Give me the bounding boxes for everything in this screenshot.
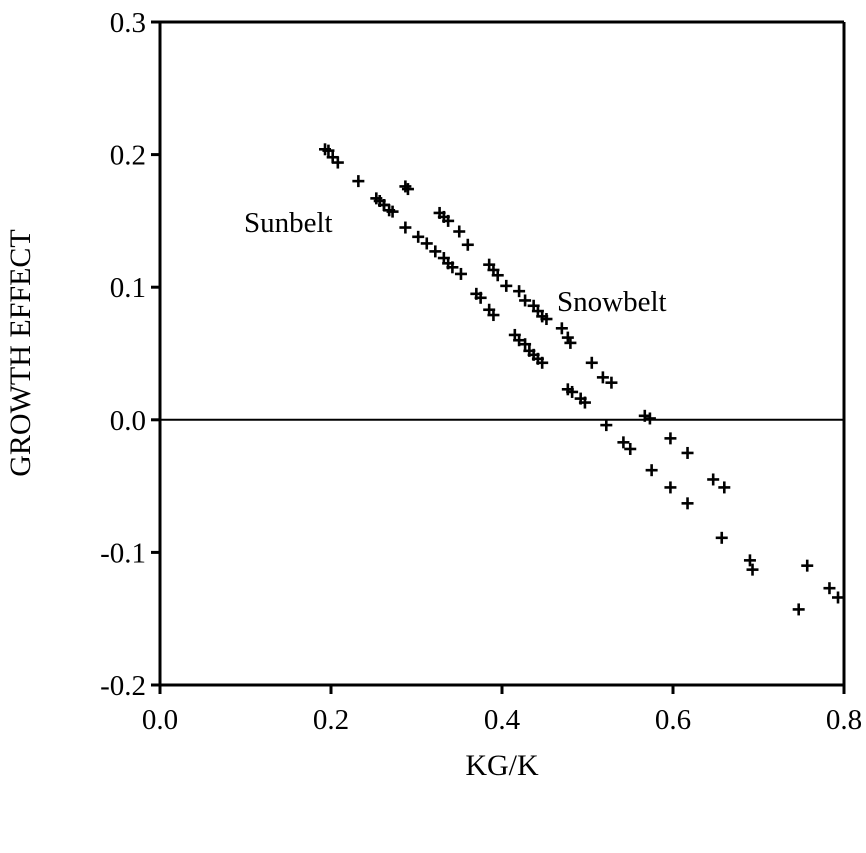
- data-point: [561, 331, 574, 344]
- data-point: [664, 432, 677, 445]
- x-axis-ticks: 0.0 0.2 0.4 0.6 0.8: [142, 685, 862, 736]
- data-point: [600, 419, 613, 432]
- data-point: [500, 279, 513, 292]
- data-point: [352, 175, 365, 188]
- data-point: [461, 238, 474, 251]
- data-point: [832, 591, 845, 604]
- data-point: [491, 269, 504, 282]
- snowbelt-label: Snowbelt: [557, 286, 667, 318]
- data-point: [412, 230, 425, 243]
- x-tick-label: 0.2: [313, 704, 349, 736]
- y-tick-label: 0.3: [110, 7, 146, 39]
- data-point: [743, 554, 756, 567]
- sunbelt-label: Sunbelt: [244, 207, 333, 239]
- data-point: [664, 481, 677, 494]
- data-point: [378, 198, 391, 211]
- data-point: [487, 309, 500, 322]
- y-axis-ticks: -0.2 -0.1 0.0 0.1 0.2 0.3: [100, 7, 160, 702]
- data-point: [540, 313, 553, 326]
- data-point: [715, 531, 728, 544]
- data-point: [519, 294, 532, 307]
- data-point: [453, 225, 466, 238]
- x-tick-label: 0.4: [484, 704, 521, 736]
- data-point: [823, 582, 836, 595]
- data-point: [386, 205, 399, 218]
- y-axis-title: GROWTH EFFECT: [4, 229, 37, 477]
- y-tick-label: -0.1: [100, 537, 146, 569]
- x-tick-label: 0.6: [655, 704, 691, 736]
- x-axis-title: KG/K: [465, 749, 539, 782]
- data-point: [617, 436, 630, 449]
- data-point: [566, 385, 579, 398]
- data-point: [420, 237, 433, 250]
- data-point: [746, 563, 759, 576]
- data-point: [624, 442, 637, 455]
- data-point: [681, 446, 694, 459]
- data-point: [578, 396, 591, 409]
- data-point: [564, 336, 577, 349]
- data-point: [605, 376, 618, 389]
- data-point: [681, 497, 694, 510]
- data-point: [446, 261, 459, 274]
- data-point: [643, 412, 656, 425]
- data-point: [555, 322, 568, 335]
- data-point: [645, 464, 658, 477]
- data-point: [454, 267, 467, 280]
- y-tick-label: -0.2: [100, 670, 146, 702]
- data-point: [429, 245, 442, 258]
- x-tick-label: 0.0: [142, 704, 178, 736]
- data-point: [707, 473, 720, 486]
- y-tick-label: 0.2: [110, 140, 146, 172]
- data-point: [399, 221, 412, 234]
- data-point: [585, 356, 598, 369]
- data-point: [442, 214, 455, 227]
- data-point: [399, 180, 412, 193]
- data-point: [331, 156, 344, 169]
- data-point: [536, 356, 549, 369]
- data-points: [319, 143, 845, 616]
- y-tick-label: 0.0: [110, 405, 146, 437]
- y-tick-label: 0.1: [110, 272, 146, 304]
- data-point: [792, 603, 805, 616]
- data-point: [801, 559, 814, 572]
- data-point: [519, 338, 532, 351]
- data-point: [401, 183, 414, 196]
- data-point: [718, 481, 731, 494]
- data-point: [474, 291, 487, 304]
- data-point: [596, 371, 609, 384]
- x-tick-label: 0.8: [826, 704, 862, 736]
- data-point: [322, 144, 335, 157]
- data-point: [513, 285, 526, 298]
